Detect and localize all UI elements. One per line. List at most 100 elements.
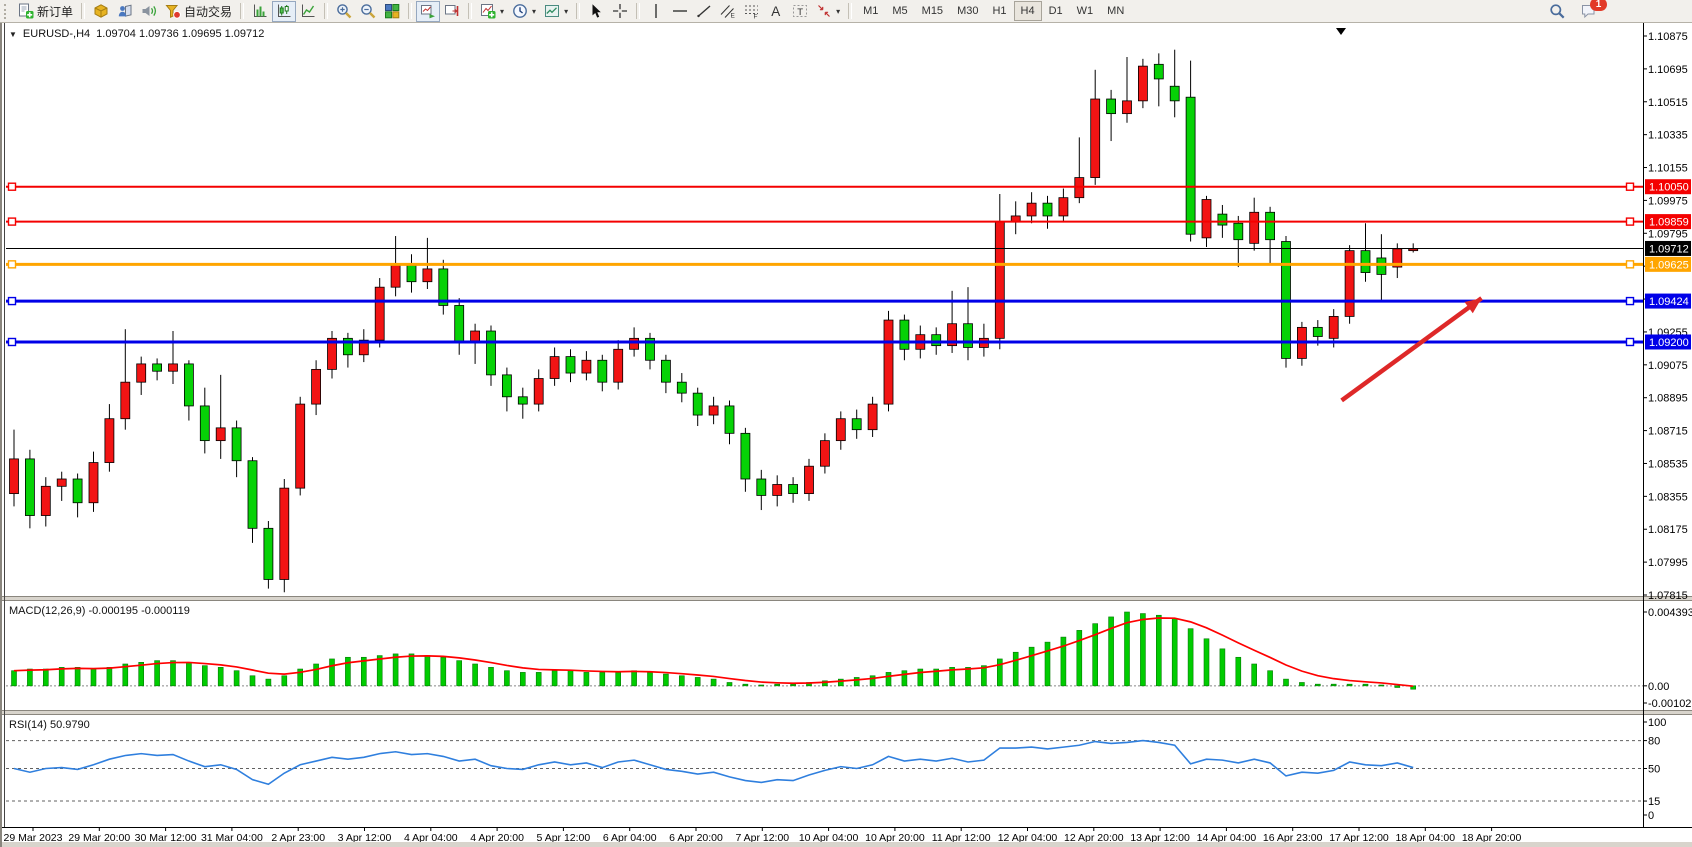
timeframe-h4[interactable]: H4 [1013,1,1042,21]
line-end-marker[interactable] [1625,260,1635,269]
navigator-button[interactable] [137,1,161,22]
bear-candle [851,418,862,431]
dropdown-arrow-icon[interactable]: ▾ [532,6,537,16]
bear-candle [676,381,687,394]
timeframe-d1[interactable]: D1 [1042,1,1070,21]
toolbar-separator [468,3,473,19]
line-chart-button[interactable] [296,1,320,22]
line-end-marker[interactable] [1625,217,1635,226]
bull-candle [820,440,830,467]
price-axis-label: 1.08535 [1648,458,1688,470]
time-axis[interactable]: 29 Mar 2023 29 Mar 20:00 30 Mar 12:00 31 Ma… [0,827,1692,844]
text-button[interactable]: A [764,1,788,22]
chart-dropdown-icon[interactable]: ▼ [9,29,17,39]
line-end-marker[interactable] [1625,182,1635,191]
indicators-button[interactable]: ▾ [476,1,508,22]
timeframe-m30[interactable]: M30 [950,1,985,21]
bull-candle [1249,211,1260,244]
dropdown-arrow-icon[interactable]: ▾ [564,6,569,16]
chart-shift-marker[interactable] [1336,28,1346,35]
macd-histogram-bar [138,662,144,687]
bear-candle [1153,63,1164,80]
time-axis-label: 30 Mar 12:00 [135,832,197,844]
price-axis-label: 1.08175 [1648,524,1688,536]
line-end-marker[interactable] [1625,296,1635,306]
notifications-button[interactable]: 1 [1577,0,1607,22]
bull-candle [883,319,894,405]
equidistant-channel-button[interactable]: E [716,1,740,22]
macd-histogram-bar [567,670,574,687]
crosshair-button[interactable] [608,1,632,22]
pane-divider[interactable] [0,596,1692,601]
dropdown-arrow-icon[interactable]: ▾ [836,6,841,16]
line-end-marker[interactable] [7,337,17,347]
timeframe-mn[interactable]: MN [1100,1,1131,21]
line-end-marker[interactable] [1625,337,1635,347]
zoom-in-button[interactable] [332,1,356,22]
candle-chart-button[interactable] [272,0,297,22]
timeframe-h1[interactable]: H1 [985,1,1013,21]
pane-divider[interactable] [0,710,1692,715]
time-axis-label: 4 Apr 04:00 [404,832,458,844]
price-axis-label: 1.09795 [1648,228,1688,240]
timeframe-m15[interactable]: M15 [915,1,950,21]
line-end-marker[interactable] [7,182,17,191]
svg-text:A: A [771,4,780,19]
market-watch-icon [94,4,108,18]
toolbar-separator [240,3,245,19]
bear-candle [645,337,655,361]
line-chart-icon [302,4,315,17]
horizontal-line-button[interactable] [668,1,692,22]
search-button[interactable] [1545,1,1569,22]
bull-candle [358,339,369,356]
timeframe-w1[interactable]: W1 [1070,1,1101,21]
macd-histogram-bar [360,656,367,687]
new-order-button[interactable]: 新订单 [14,1,77,22]
cursor-button[interactable] [584,1,608,22]
macd-histogram-bar [647,672,653,687]
templates-button[interactable]: ▾ [540,1,572,22]
bear-candle [72,478,83,504]
macd-histogram-bar [1394,685,1401,688]
data-window-button[interactable] [113,1,137,22]
line-end-marker[interactable] [7,217,17,226]
bear-candle [1217,213,1228,226]
macd-histogram-bar [663,673,669,687]
chart-shift-button[interactable] [440,1,464,22]
auto-scroll-button[interactable] [416,0,441,22]
bull-candle [168,363,178,372]
periods-button[interactable]: ▾ [508,1,540,22]
macd-histogram-bar [170,660,176,687]
bull-candle [1010,215,1021,222]
bear-candle [342,337,353,356]
fibonacci-button[interactable]: F [740,1,764,22]
trendline-button[interactable] [692,1,716,22]
text-label-button[interactable]: T [788,1,812,22]
auto-trading-button[interactable]: 自动交易 [161,1,236,22]
price-badge-1.09625: 1.09625 [1645,256,1691,272]
chart-canvas[interactable]: 1.10875 1.10695 1.10515 1.10335 1.10155 1.099… [0,23,1692,847]
price-axis-label: 1.07995 [1648,557,1688,569]
time-axis-label: 10 Apr 04:00 [799,832,859,844]
arrows-button[interactable]: ▾ [812,1,844,22]
price-axis[interactable]: 1.10875 1.10695 1.10515 1.10335 1.10155 1.099… [1643,23,1691,827]
line-end-marker[interactable] [7,296,17,306]
line-end-marker[interactable] [7,260,17,269]
macd-histogram-bar [297,668,304,687]
trend-arrow-annotation[interactable] [1340,292,1486,403]
timeframe-m5[interactable]: M5 [885,1,914,21]
macd-histogram-bar [853,677,860,687]
vertical-line-button[interactable] [644,1,668,22]
toolbar-separator [848,3,853,19]
market-watch-button[interactable] [89,1,113,22]
timeframe-m1[interactable]: M1 [856,1,885,21]
tile-windows-button[interactable] [380,1,404,22]
toolbar-separator [576,3,581,19]
macd-histogram-bar [758,684,765,687]
zoom-out-button[interactable] [356,1,380,22]
price-badge-1.09712: 1.09712 [1645,240,1691,256]
bull-candle [867,403,878,431]
bar-chart-button[interactable] [248,1,272,22]
macd-histogram-bar [1044,641,1051,687]
dropdown-arrow-icon[interactable]: ▾ [500,6,505,16]
